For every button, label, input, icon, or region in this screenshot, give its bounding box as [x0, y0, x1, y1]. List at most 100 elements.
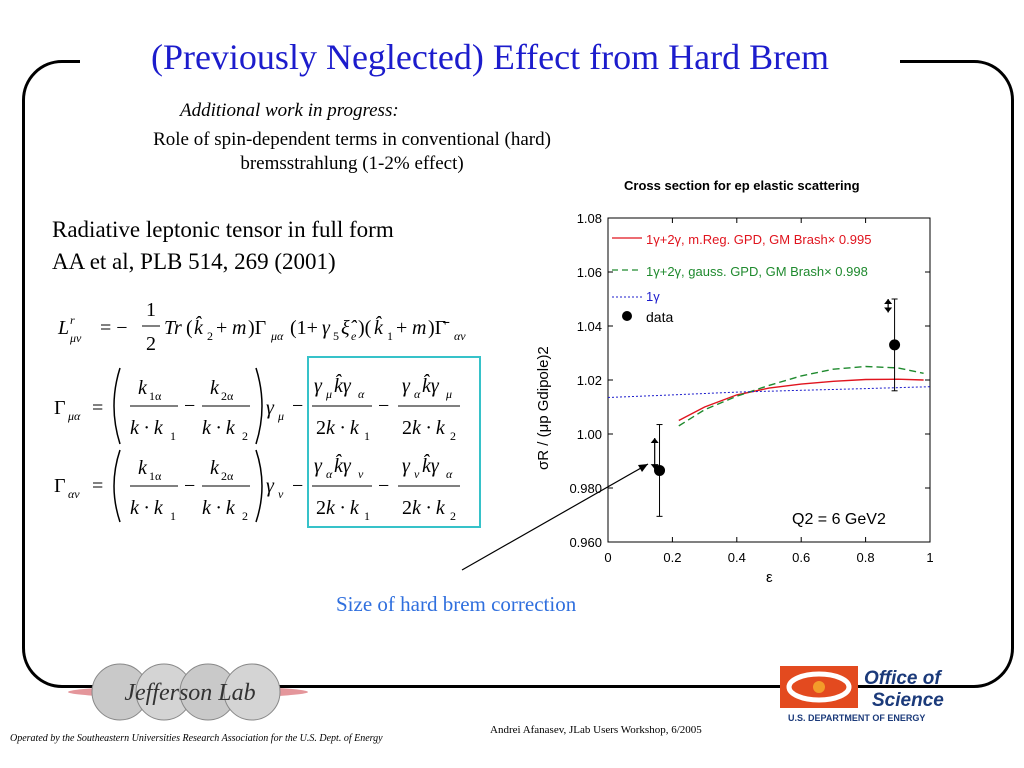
svg-text:Tr: Tr	[164, 317, 182, 339]
svg-text:2k · k: 2k · k	[402, 497, 446, 519]
svg-text:k̂γ: k̂γ	[422, 453, 440, 477]
svg-text:2k · k: 2k · k	[316, 417, 360, 439]
svg-text:α: α	[358, 387, 365, 401]
svg-text:k̂γ: k̂γ	[334, 373, 352, 397]
svg-text:k · k: k · k	[130, 497, 164, 519]
svg-text:+: +	[216, 317, 227, 339]
jefferson-lab-logo: Jefferson Lab	[68, 663, 308, 721]
legend-label-green: 1γ+2γ, gauss. GPD, GM Brash× 0.998	[646, 264, 868, 279]
svg-text:k̂: k̂	[194, 315, 204, 339]
svg-text:2: 2	[450, 509, 456, 523]
svg-text:2: 2	[207, 329, 213, 343]
office-of-science-logo: Office of Science U.S. DEPARTMENT OF ENE…	[780, 666, 944, 723]
svg-text:μα: μα	[67, 409, 81, 423]
svg-text:r: r	[70, 313, 75, 327]
svg-text:2k · k: 2k · k	[402, 417, 446, 439]
subtitle-italic: Additional work in progress:	[180, 100, 399, 121]
oos-line-1: Office of	[864, 668, 942, 689]
svg-text:= −: = −	[100, 317, 128, 339]
caption-arrow	[461, 463, 649, 571]
x-tick-label: 1	[926, 550, 933, 565]
chart-title: Cross section for ep elastic scattering	[624, 178, 860, 193]
svg-text:−: −	[184, 475, 195, 497]
svg-text:2: 2	[450, 429, 456, 443]
legend-label-data: data	[646, 309, 673, 325]
svg-text:μ: μ	[445, 387, 452, 401]
svg-text:k · k: k · k	[202, 497, 236, 519]
svg-text:k · k: k · k	[202, 417, 236, 439]
svg-text:γ: γ	[266, 397, 275, 419]
svg-text:1: 1	[387, 329, 393, 343]
oos-line-2: Science	[872, 690, 944, 711]
svg-text:2: 2	[242, 429, 248, 443]
y-tick-label: 1.08	[577, 211, 602, 226]
svg-text:Γ: Γ	[54, 397, 66, 419]
svg-text:2α: 2α	[221, 469, 234, 483]
y-tick-label: 1.04	[577, 319, 602, 334]
x-tick-label: 0.2	[663, 550, 681, 565]
svg-text:k · k: k · k	[130, 417, 164, 439]
hard-brem-arrow-down	[650, 464, 659, 470]
jlab-logo-text: Jefferson Lab	[124, 680, 255, 706]
svg-text:1: 1	[146, 299, 156, 321]
svg-text:γ: γ	[314, 455, 323, 477]
svg-text:−: −	[184, 395, 195, 417]
svg-text:m: m	[232, 317, 246, 339]
svg-text:k: k	[210, 457, 220, 479]
svg-text:−: −	[292, 475, 303, 497]
equation-L: L r μν = − 1 2 Tr ( k̂ 2 + m )Γ μα (1+ γ…	[57, 299, 466, 355]
svg-text:μν: μν	[69, 331, 82, 345]
series-line-3	[607, 386, 931, 398]
series-line-2	[678, 365, 924, 427]
svg-text:k̂: k̂	[374, 315, 384, 339]
svg-text:Γ: Γ	[54, 475, 66, 497]
svg-text:2: 2	[242, 509, 248, 523]
hard-brem-caption: Size of hard brem correction	[336, 592, 577, 616]
svg-text:−: −	[378, 475, 389, 497]
caption-arrow-head	[638, 464, 648, 472]
svg-text:k̂γ: k̂γ	[334, 453, 352, 477]
y-tick-label: 0.980	[569, 481, 602, 496]
x-tick-label: 0	[604, 550, 611, 565]
svg-text:γ: γ	[314, 375, 323, 397]
svg-text:−: −	[292, 395, 303, 417]
subtitle-text: Role of spin-dependent terms in conventi…	[153, 129, 551, 174]
svg-text:α: α	[326, 467, 333, 481]
svg-text:k̂γ: k̂γ	[422, 373, 440, 397]
y-tick-label: 1.02	[577, 373, 602, 388]
data-point	[654, 464, 666, 476]
svg-text:1: 1	[364, 429, 370, 443]
x-tick-label: 0.8	[857, 550, 875, 565]
y-axis-label: σR / (μp Gdipole)2	[535, 346, 552, 470]
svg-text:2α: 2α	[221, 389, 234, 403]
slide-title: (Previously Neglected) Effect from Hard …	[150, 37, 830, 77]
svg-text:k: k	[210, 377, 220, 399]
svg-text:L: L	[57, 317, 69, 339]
svg-text:γ: γ	[402, 375, 411, 397]
footer-operator: Operated by the Southeastern Universitie…	[10, 733, 383, 744]
body-line-1: Radiative leptonic tensor in full form	[52, 217, 394, 242]
svg-text:(1+: (1+	[290, 317, 318, 339]
svg-text:ν: ν	[358, 467, 364, 481]
svg-text:1: 1	[170, 509, 176, 523]
legend-label-blue: 1γ	[646, 289, 660, 304]
svg-text:α: α	[414, 387, 421, 401]
svg-text:αν: αν	[68, 487, 80, 501]
chart-legend: 1γ+2γ, m.Reg. GPD, GM Brash× 0.995 1γ+2γ…	[612, 232, 871, 325]
svg-text:2: 2	[146, 333, 156, 355]
leptonic-tensor-equations: L r μν = − 1 2 Tr ( k̂ 2 + m )Γ μα (1+ γ…	[54, 299, 466, 523]
svg-text:)(: )(	[358, 317, 372, 339]
svg-text:1α: 1α	[149, 469, 162, 483]
legend-label-red: 1γ+2γ, m.Reg. GPD, GM Brash× 0.995	[646, 232, 871, 247]
svg-text:γ: γ	[402, 455, 411, 477]
body-line-2: AA et al, PLB 514, 269 (2001)	[52, 249, 336, 274]
x-tick-label: 0.6	[792, 550, 810, 565]
y-tick-label: 1.00	[577, 427, 602, 442]
svg-text:5: 5	[333, 329, 339, 343]
x-axis-label: ε	[766, 569, 773, 586]
y-tick-label: 1.06	[577, 265, 602, 280]
svg-text:e: e	[351, 329, 357, 343]
axis-ticks: 0 0.2 0.4 0.6 0.8 1 0.960 0.980 1.00 1.02 1.04 1.06…	[569, 211, 933, 565]
